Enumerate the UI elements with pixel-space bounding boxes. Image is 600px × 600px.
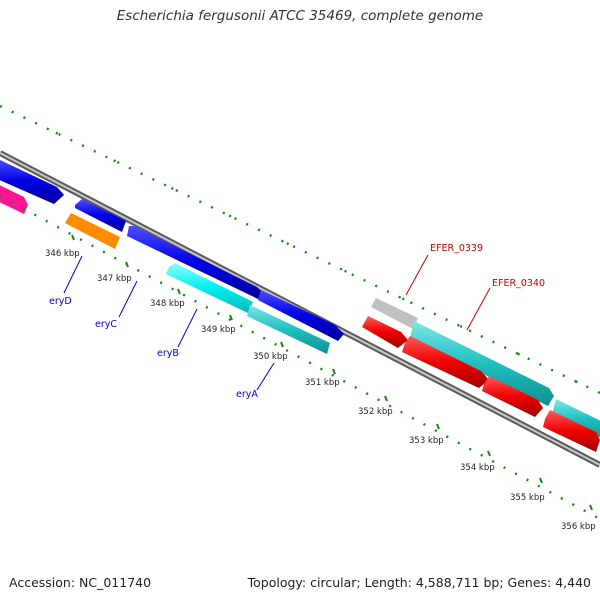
gene-arrow-blue-1 bbox=[0, 159, 64, 204]
outer-tick-track bbox=[0, 104, 600, 395]
gene-label-eryd: eryD bbox=[49, 296, 72, 307]
gene-label-erya: eryA bbox=[236, 389, 258, 400]
gene-red-efer0340 bbox=[402, 336, 489, 388]
gene-red-4 bbox=[543, 410, 600, 452]
gene-orange-eryd bbox=[65, 213, 120, 249]
gene-red-1 bbox=[362, 316, 408, 348]
kbp-ticks bbox=[71, 234, 593, 511]
gene-cyan-erye bbox=[166, 263, 253, 313]
tick-label: 355 kbp bbox=[510, 493, 545, 503]
tick-label: 354 kbp bbox=[460, 463, 495, 473]
gene-label-efer0340: EFER_0340 bbox=[492, 278, 545, 289]
tick-label: 346 kbp bbox=[45, 249, 80, 259]
gene-labels: eryD eryC eryB eryA EFER_0339 EFER_0340 bbox=[49, 243, 545, 400]
inner-tick-track bbox=[0, 194, 600, 521]
tick-label: 356 kbp bbox=[561, 522, 596, 532]
map-title: Escherichia fergusonii ATCC 35469, compl… bbox=[116, 8, 484, 24]
accession-text: Accession: NC_011740 bbox=[9, 575, 152, 590]
gene-teal-right bbox=[552, 399, 600, 438]
gene-label-eryc: eryC bbox=[95, 319, 117, 330]
topology-text: Topology: circular; Length: 4,588,711 bp… bbox=[247, 575, 591, 590]
gene-grey bbox=[371, 298, 418, 329]
gene-arrow-blue-eryc bbox=[75, 199, 126, 232]
gene-arrow-blue-eryb bbox=[127, 226, 262, 299]
tick-label: 347 kbp bbox=[97, 274, 132, 284]
tick-label: 353 kbp bbox=[409, 436, 444, 446]
gene-magenta bbox=[0, 185, 28, 214]
gene-arrow-blue-erya bbox=[258, 290, 344, 341]
gene-label-efer0339: EFER_0339 bbox=[430, 243, 483, 254]
gene-label-eryb: eryB bbox=[157, 348, 179, 359]
tick-label: 349 kbp bbox=[201, 325, 236, 335]
gene-teal-efer0339 bbox=[410, 321, 554, 406]
gene-teal-eryf bbox=[247, 305, 330, 354]
tick-label: 350 kbp bbox=[253, 352, 288, 362]
gene-label-leaders bbox=[63, 254, 491, 391]
tick-label: 352 kbp bbox=[358, 407, 393, 417]
tick-label: 348 kbp bbox=[150, 299, 185, 309]
tick-label: 351 kbp bbox=[305, 378, 340, 388]
gene-red-3 bbox=[482, 376, 543, 417]
kbp-tick-labels: 346 kbp 347 kbp 348 kbp 349 kbp 350 kbp … bbox=[45, 249, 596, 532]
